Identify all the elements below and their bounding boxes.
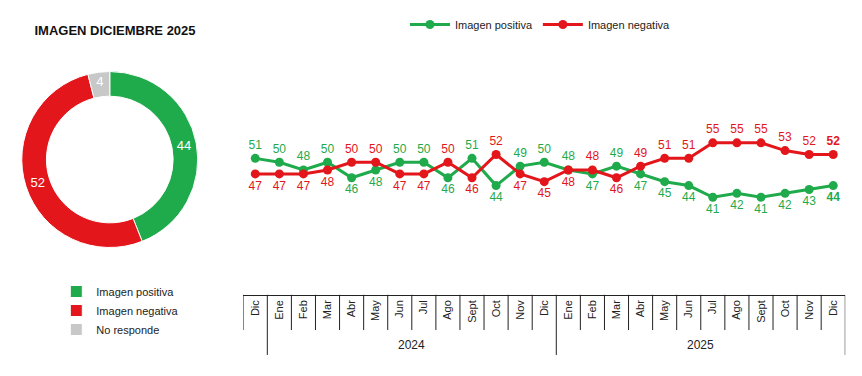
svg-text:48: 48 (562, 175, 576, 189)
svg-text:Imagen negativa: Imagen negativa (588, 19, 670, 31)
svg-text:Imagen negativa: Imagen negativa (96, 305, 178, 317)
svg-text:Feb: Feb (297, 300, 309, 319)
svg-text:48: 48 (321, 175, 335, 189)
svg-text:Dic: Dic (538, 300, 550, 316)
svg-text:May: May (369, 300, 381, 321)
svg-text:49: 49 (513, 146, 527, 160)
svg-text:IMAGEN DICIEMBRE 2025: IMAGEN DICIEMBRE 2025 (34, 23, 195, 38)
svg-text:2025: 2025 (687, 338, 714, 352)
svg-text:48: 48 (562, 149, 576, 163)
svg-text:51: 51 (465, 138, 479, 152)
svg-text:50: 50 (417, 142, 431, 156)
svg-text:Ago: Ago (730, 300, 742, 320)
svg-text:Nov: Nov (803, 300, 815, 320)
svg-text:55: 55 (706, 122, 720, 136)
svg-text:42: 42 (730, 198, 744, 212)
svg-text:Sept: Sept (466, 300, 478, 323)
svg-text:Jul: Jul (706, 300, 718, 314)
svg-text:Abr: Abr (634, 300, 646, 317)
svg-text:50: 50 (393, 142, 407, 156)
svg-text:47: 47 (586, 179, 600, 193)
svg-text:44: 44 (827, 190, 841, 204)
svg-text:Feb: Feb (586, 300, 598, 319)
svg-text:53: 53 (778, 130, 792, 144)
svg-text:52: 52 (31, 175, 45, 190)
svg-text:48: 48 (297, 149, 311, 163)
svg-text:51: 51 (658, 138, 672, 152)
svg-text:Jun: Jun (393, 300, 405, 318)
svg-text:46: 46 (465, 182, 479, 196)
svg-text:Jul: Jul (417, 300, 429, 314)
svg-text:48: 48 (369, 175, 383, 189)
svg-text:41: 41 (706, 202, 720, 216)
svg-text:47: 47 (273, 179, 287, 193)
svg-text:50: 50 (345, 142, 359, 156)
svg-text:49: 49 (634, 146, 648, 160)
svg-text:43: 43 (802, 194, 816, 208)
svg-text:Mar: Mar (321, 300, 333, 319)
svg-text:Nov: Nov (514, 300, 526, 320)
svg-text:50: 50 (369, 142, 383, 156)
svg-text:47: 47 (417, 179, 431, 193)
svg-text:52: 52 (827, 134, 841, 148)
svg-text:Abr: Abr (345, 300, 357, 317)
svg-text:50: 50 (538, 142, 552, 156)
svg-text:42: 42 (778, 198, 792, 212)
svg-text:Ago: Ago (441, 300, 453, 320)
svg-text:47: 47 (634, 179, 648, 193)
svg-text:2024: 2024 (398, 338, 425, 352)
svg-text:Ene: Ene (273, 300, 285, 320)
svg-text:Imagen positiva: Imagen positiva (455, 19, 533, 31)
svg-text:52: 52 (802, 134, 816, 148)
svg-text:49: 49 (610, 146, 624, 160)
svg-text:Imagen positiva: Imagen positiva (96, 286, 174, 298)
svg-text:51: 51 (249, 138, 263, 152)
svg-text:Dic: Dic (249, 300, 261, 316)
svg-text:46: 46 (441, 182, 455, 196)
svg-text:Oct: Oct (779, 300, 791, 317)
svg-text:50: 50 (321, 142, 335, 156)
svg-text:51: 51 (682, 138, 696, 152)
svg-text:44: 44 (682, 190, 696, 204)
svg-text:48: 48 (586, 149, 600, 163)
svg-text:47: 47 (297, 179, 311, 193)
svg-text:Oct: Oct (490, 300, 502, 317)
svg-text:47: 47 (249, 179, 263, 193)
svg-text:45: 45 (658, 186, 672, 200)
svg-text:50: 50 (273, 142, 287, 156)
svg-text:55: 55 (754, 122, 768, 136)
svg-text:4: 4 (96, 74, 103, 89)
svg-text:44: 44 (489, 190, 503, 204)
svg-text:May: May (658, 300, 670, 321)
svg-text:Dic: Dic (827, 300, 839, 316)
svg-text:46: 46 (610, 182, 624, 196)
svg-text:45: 45 (538, 186, 552, 200)
svg-text:41: 41 (754, 202, 768, 216)
svg-text:47: 47 (393, 179, 407, 193)
svg-text:Jun: Jun (682, 300, 694, 318)
svg-text:55: 55 (730, 122, 744, 136)
svg-text:46: 46 (345, 182, 359, 196)
svg-text:47: 47 (513, 179, 527, 193)
svg-text:Mar: Mar (610, 300, 622, 319)
svg-text:Ene: Ene (562, 300, 574, 320)
svg-text:52: 52 (489, 134, 503, 148)
svg-text:44: 44 (177, 138, 191, 153)
svg-text:Sept: Sept (755, 300, 767, 323)
svg-text:50: 50 (441, 142, 455, 156)
svg-text:No responde: No responde (96, 324, 159, 336)
